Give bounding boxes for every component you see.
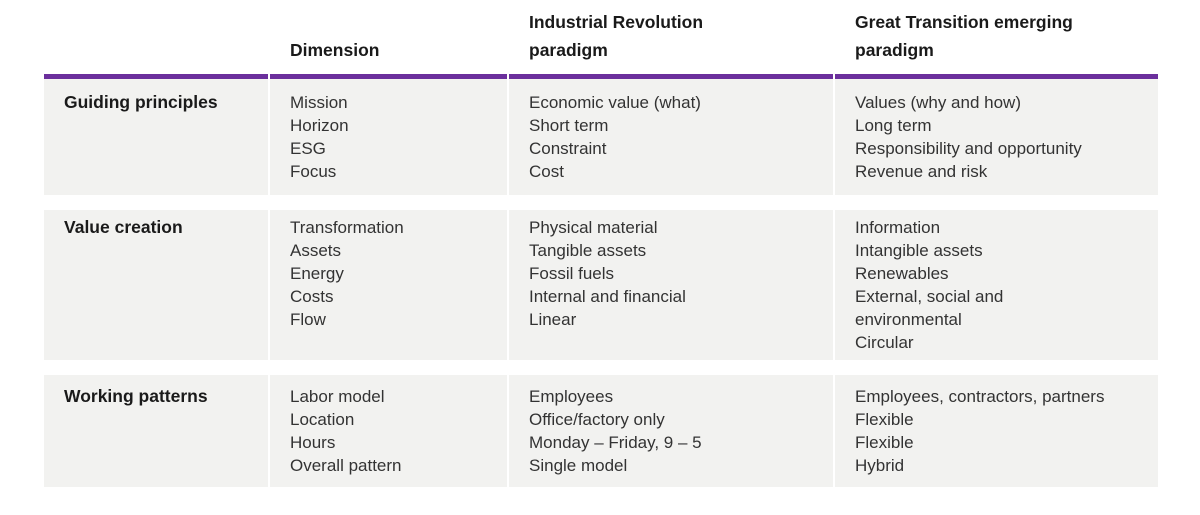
cell-guiding-principles-industrial: Economic value (what) Short term Constra… (509, 79, 833, 195)
cell-line: Hours (290, 433, 336, 452)
cell-guiding-principles-dimension: Mission Horizon ESG Focus (270, 79, 507, 195)
cell-line: Office/factory only (529, 410, 665, 429)
cell-line: Linear (529, 310, 577, 329)
table-row-guiding-principles: Guiding principles Mission Horizon ESG F… (44, 79, 1158, 195)
cell-line: Transformation (290, 218, 404, 237)
cell-value-creation-dimension: Transformation Assets Energy Costs Flow (270, 210, 507, 360)
cell-line: Values (why and how) (855, 93, 1021, 112)
cell-line: Information (855, 218, 941, 237)
cell-line: Employees, contractors, partners (855, 387, 1105, 406)
cell-line: Location (290, 410, 355, 429)
cell-line: Flexible (855, 410, 914, 429)
cell-line: Single model (529, 456, 628, 475)
paradigm-comparison-table: Dimension Industrial Revolution paradigm… (42, 0, 1160, 487)
cell-line: Hybrid (855, 456, 905, 475)
cell-line: Flow (290, 310, 326, 329)
cell-line: Economic value (what) (529, 93, 701, 112)
cell-line: Employees (529, 387, 614, 406)
cell-line: Short term (529, 116, 609, 135)
header-row: Dimension Industrial Revolution paradigm… (44, 0, 1158, 79)
cell-line: Long term (855, 116, 932, 135)
cell-value-creation-great-transition: Information Intangible assets Renewables… (835, 210, 1158, 360)
cell-line: Monday – Friday, 9 – 5 (529, 433, 702, 452)
col-header-empty (44, 0, 268, 79)
cell-line: Overall pattern (290, 456, 402, 475)
cell-line: ESG (290, 139, 326, 158)
col-header-industrial-revolution-paradigm: Industrial Revolution paradigm (509, 0, 833, 79)
row-gap (44, 195, 1158, 210)
cell-line: Energy (290, 264, 344, 283)
table-row-value-creation: Value creation Transformation Assets Ene… (44, 210, 1158, 360)
cell-line: Assets (290, 241, 342, 260)
row-label-value-creation: Value creation (44, 210, 268, 360)
cell-line: Horizon (290, 116, 349, 135)
cell-line: Constraint (529, 139, 607, 158)
cell-line: Costs (290, 287, 334, 306)
col-header-dimension: Dimension (270, 0, 507, 79)
row-gap (44, 360, 1158, 375)
table-row-working-patterns: Working patterns Labor model Location Ho… (44, 375, 1158, 487)
cell-line: External, social and (855, 287, 1004, 306)
cell-line: Labor model (290, 387, 385, 406)
cell-line: Renewables (855, 264, 949, 283)
cell-line: Mission (290, 93, 348, 112)
cell-line: Circular (855, 333, 914, 352)
comparison-table-container: Dimension Industrial Revolution paradigm… (42, 0, 1160, 487)
cell-line: environmental (855, 310, 962, 329)
cell-working-patterns-great-transition: Employees, contractors, partners Flexibl… (835, 375, 1158, 487)
cell-line: Focus (290, 162, 337, 181)
cell-line: Responsibility and opportunity (855, 139, 1082, 158)
col-header-great-transition-emerging-paradigm: Great Transition emerging paradigm (835, 0, 1158, 79)
row-label-working-patterns: Working patterns (44, 375, 268, 487)
row-gap-cell (44, 195, 1158, 210)
cell-line: Revenue and risk (855, 162, 988, 181)
cell-line: Physical material (529, 218, 658, 237)
cell-line: Cost (529, 162, 564, 181)
cell-working-patterns-dimension: Labor model Location Hours Overall patte… (270, 375, 507, 487)
cell-line: Internal and financial (529, 287, 686, 306)
cell-line: Intangible assets (855, 241, 983, 260)
cell-line: Fossil fuels (529, 264, 615, 283)
cell-line: Flexible (855, 433, 914, 452)
cell-line: Tangible assets (529, 241, 647, 260)
row-label-guiding-principles: Guiding principles (44, 79, 268, 195)
cell-value-creation-industrial: Physical material Tangible assets Fossil… (509, 210, 833, 360)
row-gap-cell (44, 360, 1158, 375)
cell-working-patterns-industrial: Employees Office/factory only Monday – F… (509, 375, 833, 487)
cell-guiding-principles-great-transition: Values (why and how) Long term Responsib… (835, 79, 1158, 195)
